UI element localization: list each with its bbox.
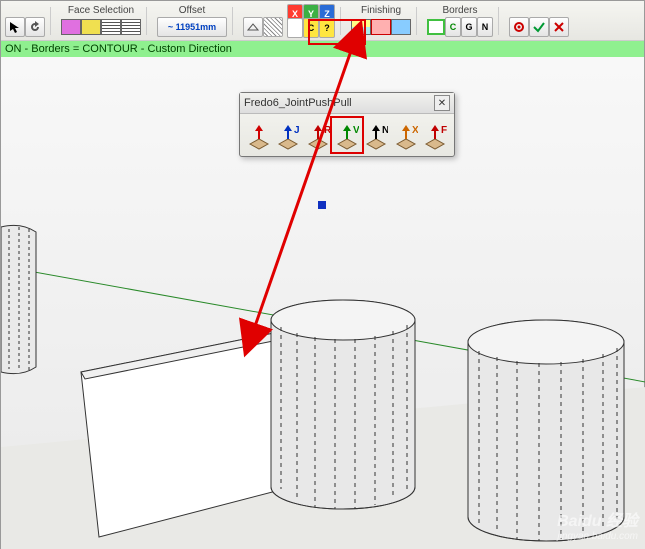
pushpull-tool-n[interactable]: N [363,120,389,150]
tool-undo-icon[interactable] [25,17,45,37]
pushpull-tool-v[interactable]: V [334,120,360,150]
watermark-line1: Baidu 经验 [557,507,638,531]
group-right [509,5,569,37]
swatch-magenta[interactable] [61,19,81,35]
cylinder-left [1,225,36,373]
gear-icon[interactable] [509,17,529,37]
border-g[interactable]: G [461,17,477,37]
pushpull-tool-j[interactable]: J [275,120,301,150]
finishing-c[interactable] [391,19,411,35]
face-selection-label: Face Selection [68,5,134,17]
border-n[interactable]: N [477,17,493,37]
palette-title: Fredo6_JointPushPull [244,97,352,109]
group-face-selection: Face Selection [61,5,141,37]
svg-text:X: X [412,125,418,136]
offset-value[interactable]: ~ 11951mm [157,17,227,37]
svg-text:N: N [382,125,388,136]
svg-text:V: V [353,125,359,136]
svg-text:R: R [324,125,330,136]
watermark: Baidu 经验 jingyan.baidu.com [557,507,638,542]
cancel-icon[interactable] [549,17,569,37]
swatch-grid[interactable] [101,19,121,35]
border-c[interactable]: C [445,17,461,37]
axis-q[interactable]: ? [319,18,335,38]
finishing-b[interactable] [371,19,391,35]
group-axis [243,5,283,37]
main-toolbar: Face Selection Offset ~ 11951mm [1,1,644,41]
cylinder-mid [271,300,415,509]
finishing-a[interactable] [351,19,371,35]
pushpull-tool-classic[interactable] [246,120,272,150]
axis-c[interactable]: C [303,18,319,38]
palette-titlebar[interactable]: Fredo6_JointPushPull ✕ [240,93,454,114]
plane-icon[interactable] [243,17,263,37]
tool-cursor-icon[interactable] [5,17,25,37]
tool-cluster-1 [5,5,45,37]
group-finishing: Finishing [351,5,411,37]
status-bar: ON - Borders = CONTOUR - Custom Directio… [1,41,644,57]
group-borders: Borders C G N [427,5,493,37]
offset-label: Offset [179,5,206,17]
watermark-line2: jingyan.baidu.com [557,531,638,542]
swatch-grid2[interactable] [121,19,141,35]
pushpull-tool-f[interactable]: F [422,120,448,150]
group-offset: Offset ~ 11951mm [157,5,227,37]
finishing-label: Finishing [361,5,401,17]
palette-tools-row: JRVNXF [240,114,454,156]
probe-point [318,201,326,209]
close-icon[interactable]: ✕ [434,95,450,111]
svg-text:F: F [441,125,447,136]
hatch-icon[interactable] [263,17,283,37]
check-icon[interactable] [529,17,549,37]
svg-text:J: J [294,125,300,136]
axis-blank[interactable] [287,18,303,38]
swatch-yellow[interactable] [81,19,101,35]
pushpull-tool-r[interactable]: R [305,120,331,150]
pushpull-tool-x[interactable]: X [393,120,419,150]
border-swatch[interactable] [427,19,445,35]
group-axis-letters: X Y Z C ? [287,7,335,35]
borders-label: Borders [442,5,477,17]
jointpushpull-palette[interactable]: Fredo6_JointPushPull ✕ J R V N X F [239,92,455,157]
